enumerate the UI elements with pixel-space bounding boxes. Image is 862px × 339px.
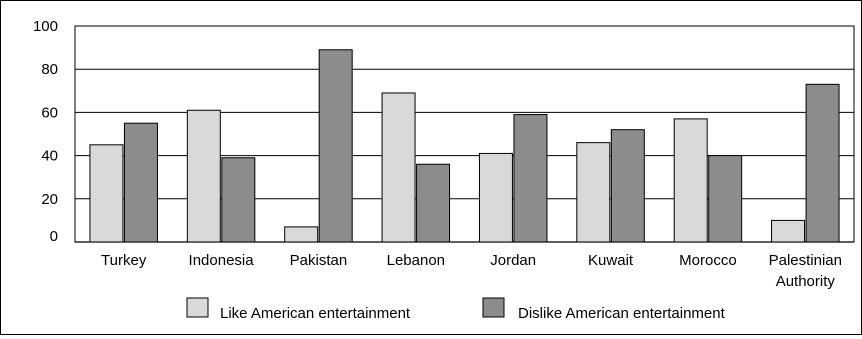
bar-like-morocco: [673, 118, 708, 243]
bars: [89, 49, 840, 243]
bar-dislike-pakistan: [318, 49, 353, 243]
x-tick-label-jordan: Jordan: [490, 252, 536, 269]
legend-swatch-like: [186, 297, 209, 318]
bar-like-lebanon: [381, 92, 416, 243]
y-tick-label-60: 60: [41, 104, 58, 121]
legend: Like American entertainment Dislike Ameri…: [186, 297, 726, 322]
x-axis-labels: Turkey Indonesia Pakistan Lebanon Jordan Kuwa…: [101, 252, 842, 290]
x-tick-label-turkey: Turkey: [101, 252, 147, 269]
legend-label-dislike: Dislike American entertainment: [518, 305, 726, 322]
y-tick-label-20: 20: [41, 191, 58, 208]
y-axis-ticks: 0 20 40 60 80 100: [33, 18, 58, 245]
bar-dislike-kuwait: [610, 129, 645, 243]
x-tick-label-indonesia: Indonesia: [189, 252, 255, 269]
x-tick-label-morocco: Morocco: [679, 252, 737, 269]
bar-dislike-morocco: [708, 155, 743, 243]
x-tick-label-lebanon: Lebanon: [387, 252, 445, 269]
y-tick-label-40: 40: [41, 148, 58, 165]
bar-dislike-jordan: [513, 114, 548, 243]
y-tick-label-80: 80: [41, 61, 58, 78]
bar-dislike-indonesia: [221, 157, 256, 243]
bar-like-palestinian-authority: [771, 219, 806, 243]
bar-like-pakistan: [284, 226, 319, 243]
x-tick-label-palestinian-authority-line1: Palestinian: [769, 252, 842, 269]
x-tick-label-palestinian-authority-line2: Authority: [776, 273, 836, 290]
bar-dislike-lebanon: [416, 163, 451, 243]
bar-like-jordan: [478, 152, 513, 243]
x-tick-label-pakistan: Pakistan: [290, 252, 348, 269]
legend-label-like: Like American entertainment: [220, 305, 411, 322]
bar-dislike-turkey: [123, 122, 158, 243]
bar-like-indonesia: [186, 109, 221, 243]
legend-swatch-dislike: [482, 297, 505, 318]
bar-like-kuwait: [576, 142, 611, 243]
bar-like-turkey: [89, 144, 124, 243]
x-tick-label-kuwait: Kuwait: [588, 252, 634, 269]
bar-dislike-palestinian-authority: [805, 83, 840, 243]
y-tick-label-0: 0: [50, 228, 58, 245]
y-tick-label-100: 100: [33, 18, 58, 35]
